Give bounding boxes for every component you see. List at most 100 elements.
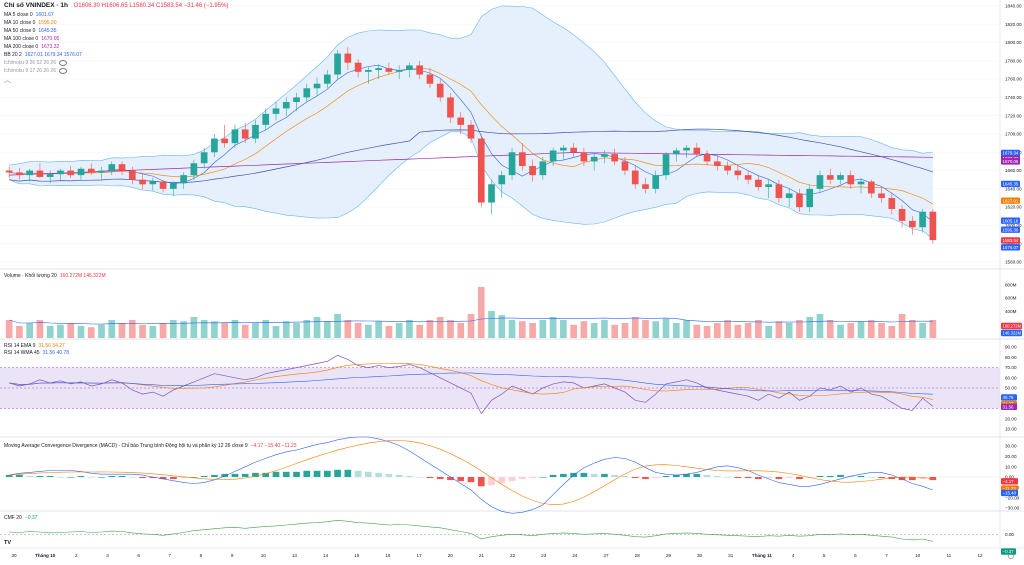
candle [180,172,187,189]
candle [354,59,362,78]
candle-body [406,65,413,70]
eye-icon[interactable] [58,59,67,66]
settings-gear-icon[interactable] [1008,553,1014,559]
macd-histogram-bar [529,477,536,479]
volume-bar [765,326,772,338]
legend-macd[interactable]: Moving Average Convergence Divergence (M… [4,443,297,449]
volume-label-text: 146.322M [1003,331,1022,336]
candle-body [26,170,33,176]
macd-histogram-bar [539,477,547,478]
candle [796,188,803,212]
price-label-text: 1605.18 [1003,218,1019,223]
time-tick-label: 12 [977,553,983,558]
legend-ichimoku-2[interactable]: Ichimoku 9 17 26 26 26 [4,67,67,75]
candle-body [313,83,321,89]
macd-histogram-bar [909,477,916,481]
volume-bar [252,323,259,338]
legend-ma200[interactable]: MA 200 close 0 1673.32 [4,44,60,50]
candle-body [713,161,721,166]
volume-bar [344,320,352,338]
candle [549,147,557,166]
rsi-label-text: 31.56 [1003,404,1015,409]
macd-histogram-bar [293,471,300,477]
macd-histogram-bar [262,472,270,477]
macd-histogram-bar [765,477,772,479]
legend-rsi-ema[interactable]: RSI 14 EMA 9 31.56 34.27 [4,343,65,349]
candle-body [837,175,844,180]
rsi-tick-label: 50.00 [1005,386,1017,391]
volume-bar [580,321,588,338]
candle-body [775,184,783,198]
volume-bar [826,320,834,338]
time-tick-label: 17 [417,553,423,558]
candle-body [518,152,526,166]
candle [149,177,157,191]
time-tick-label: 7 [169,553,172,558]
candle [395,65,403,80]
candle [416,60,424,80]
legend-ma50[interactable]: MA 50 close 0 1645.35 [4,28,57,34]
volume-bar [898,314,906,338]
volume-bar [652,321,660,338]
time-tick-label: 6 [137,553,140,558]
macd-histogram-bar [816,475,824,477]
macd-histogram-bar [98,477,105,478]
legend-volume[interactable]: Volume · Khối lượng 20 160.272M 146.322M [4,273,106,279]
time-tick-label: 27 [604,553,610,558]
macd-histogram-bar [323,470,331,477]
candle [590,154,598,171]
volume-bar [457,323,465,338]
candle-body [303,88,311,98]
eye-icon[interactable] [58,67,67,74]
volume-bar [488,311,495,338]
volume-bar [313,317,321,338]
legend-ichimoku-1[interactable]: Ichimoku 9 26 52 26 26 [4,59,67,67]
cmf-label-text: −0.37 [1003,549,1015,554]
volume-bar [67,323,75,338]
candle-body [293,97,300,102]
candle-body [878,193,885,198]
macd-tick-label: −20.00 [1005,495,1020,500]
macd-histogram-bar [344,469,352,477]
macd-histogram-bar [385,473,393,477]
legend-bb[interactable]: BB 20 2 1627.01 1679.34 1576.07 [4,52,82,58]
candle [457,112,465,134]
volume-bar [601,320,608,338]
macd-histogram-bar [785,477,793,479]
price-tick-label: 1620.00 [1005,205,1022,210]
collapse-legend-icon[interactable]: ︿ [4,77,11,84]
volume-bar [683,320,690,338]
volume-bar [693,324,701,338]
volume-bar [560,320,567,338]
legend-ma100[interactable]: MA 100 close 0 1670.05 [4,36,60,42]
price-label-text: 1583.54 [1003,238,1019,243]
volume-bar [375,321,382,338]
macd-histogram-bar [395,474,403,477]
volume-bar [303,320,311,338]
candle-body [580,152,588,162]
volume-bar [857,321,865,338]
macd-histogram-bar [416,477,424,478]
macd-histogram-bar [857,475,865,477]
price-label-tag [1001,237,1020,244]
candle [447,92,454,124]
volume-tick-label: 800M [1005,282,1017,287]
legend-rsi-wma[interactable]: RSI 14 WMA 45 31.56 40.78 [4,350,69,356]
legend-cmf[interactable]: CMF 20 −0.37 [4,515,38,521]
legend-ma10[interactable]: MA 10 close 0 1595.30 [4,20,57,26]
symbol-title[interactable]: Chỉ số VNINDEX · 1h [4,2,68,9]
candle-body [365,70,372,72]
time-tick-label: 6 [854,553,857,558]
legend-ma5[interactable]: MA 5 close 0 1601.67 [4,12,54,18]
volume-bar [713,323,721,338]
candle [570,143,577,157]
candle-body [816,175,824,189]
candle-body [826,175,834,180]
macd-histogram-bar [826,475,834,477]
candle-body [590,156,598,162]
candle-body [785,193,793,198]
volume-bar [282,321,290,338]
rsi-tick-label: 70.00 [1005,365,1017,370]
macd-histogram-bar [611,474,619,477]
